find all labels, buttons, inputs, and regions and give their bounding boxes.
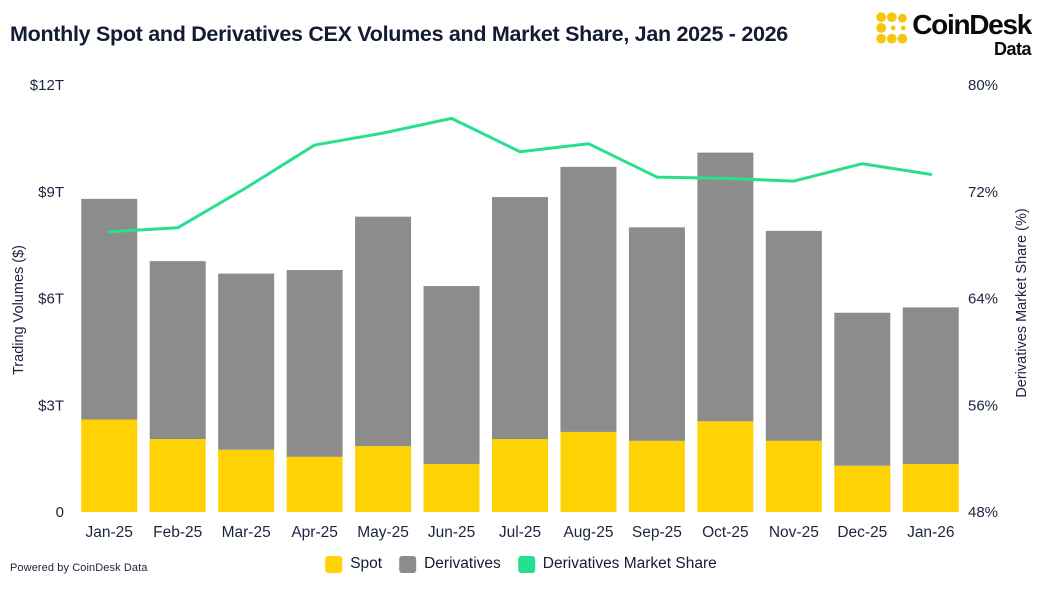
right-axis-tick-56%: 56% [968,397,998,414]
x-tick-Jan-25: Jan-25 [86,524,133,541]
right-axis-tick-80%: 80% [968,77,998,94]
legend-item-market-share: Derivatives Market Share [517,555,717,573]
bar-derivatives-Jul-25 [492,197,548,440]
legend-label-derivatives: Derivatives [424,555,501,572]
bar-derivatives-Jan-26 [902,307,959,464]
legend-swatch-market-share [517,555,535,573]
bar-spot-May-25 [355,446,412,512]
legend-item-derivatives: Derivatives [399,555,501,573]
right-axis-tick-48%: 48% [968,504,998,521]
x-tick-Feb-25: Feb-25 [153,524,202,541]
bar-derivatives-Oct-25 [697,152,754,422]
bar-spot-Sep-25 [628,440,685,512]
right-axis-tick-72%: 72% [968,184,998,201]
bar-spot-Jan-26 [902,463,959,512]
bar-derivatives-Nov-25 [765,230,822,441]
legend-swatch-derivatives [399,555,417,573]
bar-derivatives-Jun-25 [423,286,480,464]
x-tick-Sep-25: Sep-25 [632,524,682,541]
coindesk-logo: CoinDesk Data [876,9,1032,59]
chart-legend: Spot Derivatives Derivatives Market Shar… [325,555,717,573]
x-tick-Nov-25: Nov-25 [769,524,819,541]
bar-derivatives-Mar-25 [218,273,275,450]
logo-brand: CoinDesk [912,9,1032,40]
chart-title: Monthly Spot and Derivatives CEX Volumes… [10,22,788,46]
coindesk-logo-text: CoinDesk Data [912,9,1032,59]
x-tick-Mar-25: Mar-25 [222,524,271,541]
bar-spot-Apr-25 [286,456,343,512]
bar-spot-Aug-25 [560,431,617,512]
derivatives-market-share-line [107,116,933,234]
x-tick-Apr-25: Apr-25 [291,524,338,541]
x-tick-Jan-26: Jan-26 [907,524,954,541]
left-axis-tick-$9T: $9T [38,184,64,201]
bar-derivatives-May-25 [355,216,412,447]
bar-spot-Mar-25 [218,449,275,512]
bar-spot-Nov-25 [765,440,822,512]
bar-spot-Oct-25 [697,421,754,512]
left-axis-tick-$3T: $3T [38,397,64,414]
bar-derivatives-Jan-25 [81,198,138,420]
bar-spot-Feb-25 [149,439,206,512]
bar-derivatives-Apr-25 [286,270,343,457]
left-axis-tick-0: 0 [56,504,64,521]
x-tick-Jun-25: Jun-25 [428,524,475,541]
bar-derivatives-Feb-25 [149,261,206,440]
legend-item-spot: Spot [325,555,382,573]
x-tick-Dec-25: Dec-25 [837,524,887,541]
bar-spot-Jul-25 [492,439,548,512]
x-tick-Aug-25: Aug-25 [563,524,613,541]
legend-swatch-spot [325,555,343,573]
left-axis-tick-$12T: $12T [30,77,64,94]
powered-by-note: Powered by CoinDesk Data [10,562,148,574]
bar-derivatives-Sep-25 [628,227,685,441]
legend-label-market-share: Derivatives Market Share [542,555,717,572]
bar-spot-Jun-25 [423,463,480,512]
x-tick-Jul-25: Jul-25 [499,524,541,541]
left-axis-tick-$6T: $6T [38,291,64,308]
right-axis-tick-64%: 64% [968,291,998,308]
coindesk-logo-icon [876,12,908,44]
x-tick-May-25: May-25 [357,524,409,541]
legend-label-spot: Spot [350,555,383,572]
bar-derivatives-Dec-25 [834,312,891,466]
bar-spot-Dec-25 [834,465,891,512]
logo-sub: Data [993,39,1032,59]
x-tick-Oct-25: Oct-25 [702,524,749,541]
bar-spot-Jan-25 [81,419,138,512]
bar-derivatives-Aug-25 [560,166,617,432]
